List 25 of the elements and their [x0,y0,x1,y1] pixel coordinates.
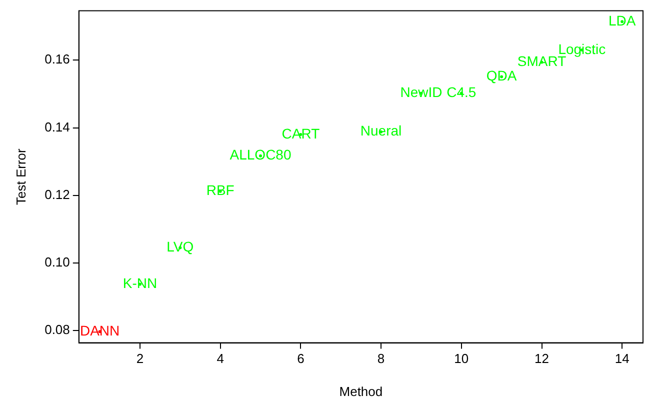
series-label: DANN [80,322,120,339]
y-tick-label: 0.16 [44,52,70,67]
series-label: QDA [486,68,518,84]
y-tick-label: 0.12 [44,186,70,202]
y-tick-label: 0.14 [44,119,70,134]
series-label: Nueral [360,122,402,139]
x-tick-label: 12 [534,351,549,366]
y-tick-label: 0.10 [44,254,70,270]
series-label: RBF [206,182,234,198]
x-tick-label: 14 [614,351,630,366]
x-tick-label: 10 [454,351,469,366]
x-tick-label: 8 [377,351,385,366]
series-label: K-NN [122,275,158,292]
x-tick-label: 4 [216,351,224,366]
x-tick-label: 2 [136,351,144,366]
series-label: ALLOC80 [230,146,292,163]
y-tick-label: 0.08 [44,322,70,338]
x-tick-label: 6 [297,351,304,366]
series-label: LVQ [166,238,194,255]
series-label: C4.5 [446,84,476,100]
series-label: NewID [400,84,442,100]
series-label: LDA [608,12,636,28]
series-label: CART [282,125,320,142]
x-axis-title: Method [339,384,383,399]
y-axis-title: Test Error [13,148,28,205]
